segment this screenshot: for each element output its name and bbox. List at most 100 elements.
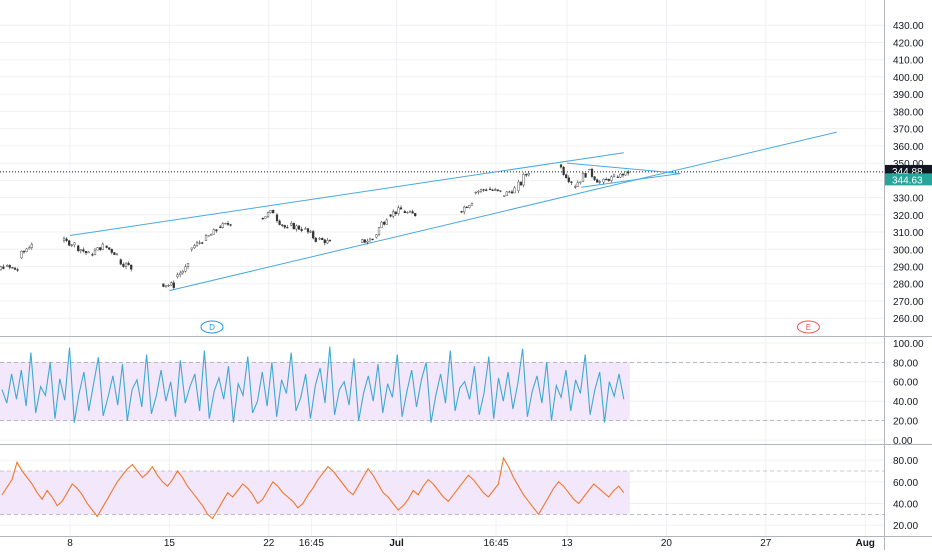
trendline[interactable] [581, 172, 681, 188]
price-label-text: 344.63 [892, 175, 923, 186]
candle [590, 168, 594, 177]
candle [226, 223, 230, 225]
candle [195, 242, 199, 246]
candle [616, 176, 619, 178]
price-label-text: 344.88 [892, 167, 923, 178]
candle [212, 229, 215, 235]
candle [264, 216, 267, 219]
candle [179, 272, 182, 275]
price-tick-label: 320.00 [893, 211, 924, 222]
candle [8, 265, 11, 268]
candle [525, 174, 528, 176]
oscillator-1-tick-label: 0.00 [893, 436, 913, 447]
candle [468, 205, 471, 208]
oscillator-2-tick-label: 40.00 [893, 500, 918, 511]
candle [588, 168, 591, 171]
candle [482, 189, 485, 191]
candle [204, 235, 208, 241]
candle [278, 220, 281, 225]
candle [584, 173, 587, 178]
candle [503, 195, 506, 197]
candle [184, 266, 187, 272]
candle [559, 164, 563, 168]
candle [82, 249, 85, 252]
oscillator-1-line [1, 346, 625, 423]
oscillator-2-line [1, 456, 625, 520]
candle [361, 239, 364, 243]
candle [605, 178, 608, 181]
oscillator-layer [1, 346, 625, 520]
candle [465, 206, 468, 209]
candle [91, 254, 94, 256]
trendline[interactable] [169, 131, 837, 292]
candle [389, 214, 392, 217]
candle [70, 244, 73, 246]
candle [565, 174, 568, 179]
candle [312, 231, 315, 239]
candle [304, 228, 307, 230]
candle [309, 231, 312, 233]
candle [22, 251, 26, 253]
candle [491, 189, 494, 191]
candle [328, 240, 332, 242]
candle [130, 264, 133, 270]
candle [607, 179, 610, 181]
candle [30, 243, 33, 248]
candle [598, 181, 601, 183]
trendline-layer[interactable] [69, 131, 837, 292]
candle [87, 251, 90, 254]
event-marker[interactable] [796, 320, 820, 334]
candle [408, 211, 412, 213]
x-tick-label: 16:45 [483, 538, 508, 549]
candle [470, 203, 474, 206]
candle [201, 242, 204, 244]
x-tick-label: 16:45 [299, 538, 324, 549]
candle [494, 189, 497, 191]
oscillator-1-tick-label: 60.00 [893, 378, 918, 389]
axis-layer: 260.00270.00280.00290.00300.00310.00320.… [67, 21, 924, 549]
candle [326, 240, 329, 244]
candle [522, 174, 525, 186]
candle [181, 271, 184, 274]
candle [579, 181, 582, 183]
candle [508, 191, 511, 193]
event-marker-label[interactable]: D [209, 323, 215, 332]
candle [477, 191, 480, 193]
candle [624, 171, 627, 176]
x-tick-label: 20 [661, 538, 673, 549]
trendline[interactable] [69, 152, 624, 236]
candle [28, 247, 31, 250]
candle [392, 211, 395, 217]
candle [414, 213, 417, 217]
candle [510, 191, 514, 194]
oscillator-2-band [0, 471, 630, 515]
candle [176, 274, 179, 278]
x-tick-label: 13 [561, 538, 573, 549]
candle [190, 247, 193, 250]
candle [164, 285, 168, 287]
event-marker-label[interactable]: E [806, 323, 811, 332]
x-tick-label: 27 [760, 538, 772, 549]
candle [110, 249, 113, 253]
candle [596, 179, 599, 183]
band-layer [0, 361, 884, 515]
candle [368, 238, 372, 242]
candle [496, 189, 499, 191]
candle [93, 249, 97, 255]
candle [62, 238, 66, 241]
candle [170, 282, 173, 286]
candle [224, 223, 227, 225]
candle [79, 249, 82, 252]
price-tick-label: 280.00 [893, 280, 924, 291]
candle [499, 190, 502, 192]
candle [479, 189, 483, 192]
candle [124, 262, 128, 267]
candle [272, 210, 275, 214]
trendline[interactable] [566, 162, 681, 174]
event-marker[interactable] [200, 320, 224, 334]
candle [172, 282, 175, 288]
oscillator-1-tick-label: 100.00 [893, 339, 924, 350]
oscillator-2-tick-label: 80.00 [893, 456, 918, 467]
